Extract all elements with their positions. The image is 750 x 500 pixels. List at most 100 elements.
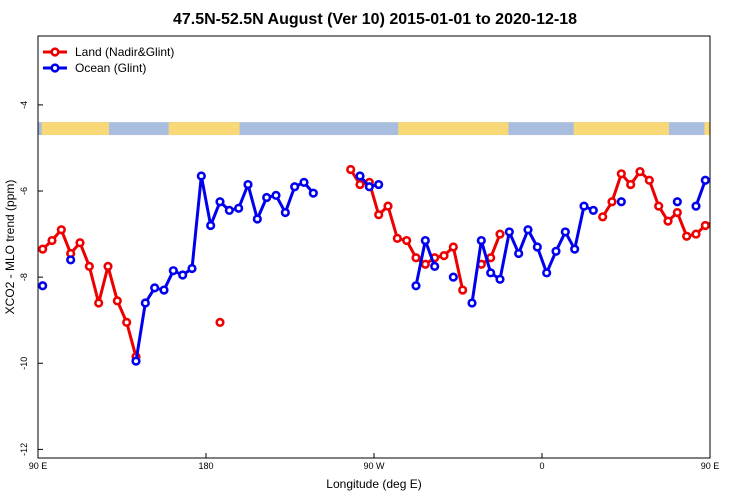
data-point <box>495 229 505 239</box>
y-axis-label: XCO2 - MLO trend (ppm) <box>3 180 17 315</box>
y-tick-label: -4 <box>19 101 29 109</box>
chart-title: 47.5N-52.5N August (Ver 10) 2015-01-01 t… <box>173 11 577 28</box>
data-point <box>700 220 710 231</box>
data-point <box>364 182 374 192</box>
legend: Land (Nadir&Glint) Ocean (Glint) <box>43 45 174 75</box>
data-point <box>570 244 580 254</box>
data-point <box>402 235 412 246</box>
y-tick-label: -12 <box>19 443 29 456</box>
data-point <box>476 235 486 246</box>
data-point <box>215 197 225 207</box>
y-tick-label: -10 <box>19 357 29 370</box>
data-point <box>430 261 440 271</box>
series-line <box>41 228 138 358</box>
data-point <box>420 235 430 246</box>
data-point <box>38 244 48 254</box>
legend-label: Land (Nadir&Glint) <box>75 45 174 59</box>
data-point <box>206 220 216 231</box>
data-point <box>150 283 160 293</box>
data-point <box>271 190 281 200</box>
data-point <box>131 356 141 366</box>
band-land-segment <box>573 122 669 136</box>
data-point <box>290 182 300 192</box>
series-layer <box>38 164 737 366</box>
data-point <box>411 281 421 291</box>
data-point <box>224 205 234 215</box>
data-point <box>66 255 76 265</box>
data-point <box>598 212 608 222</box>
data-point <box>262 192 272 203</box>
data-point <box>663 216 673 226</box>
data-point <box>616 169 626 179</box>
data-point <box>187 263 197 274</box>
x-tick-label: 90 W <box>363 461 385 471</box>
band-land-segment <box>398 122 509 136</box>
data-point <box>159 285 169 295</box>
x-tick-label: 0 <box>539 461 544 471</box>
data-point <box>355 179 365 190</box>
band-land-segment <box>704 122 710 136</box>
x-tick-label: 90 E <box>29 461 48 471</box>
data-point <box>355 171 365 181</box>
legend-swatch-marker <box>50 63 60 73</box>
data-point <box>486 268 496 278</box>
data-point <box>644 175 654 185</box>
data-point <box>514 248 524 259</box>
y-tick-label: -8 <box>19 273 29 281</box>
data-point <box>730 244 737 251</box>
x-axis-label: Longitude (deg E) <box>326 477 421 491</box>
y-tick-label: -6 <box>19 187 29 195</box>
data-point <box>411 253 421 263</box>
data-point <box>691 229 701 239</box>
data-point <box>588 205 598 215</box>
data-point <box>672 197 682 207</box>
data-point <box>504 227 514 237</box>
data-point <box>439 251 449 261</box>
data-point <box>420 259 430 269</box>
data-point <box>299 177 309 188</box>
data-point <box>252 214 262 224</box>
data-point <box>635 167 645 177</box>
data-point <box>682 231 692 241</box>
land-ocean-band <box>38 122 710 136</box>
x-tick-label: 90 E <box>701 461 720 471</box>
data-point <box>691 201 701 211</box>
data-point <box>374 179 384 190</box>
data-point <box>467 298 477 308</box>
data-point <box>280 207 290 218</box>
data-point <box>234 203 244 213</box>
data-point <box>523 225 533 235</box>
data-point <box>178 270 188 280</box>
data-point <box>721 259 728 266</box>
data-point <box>700 175 710 185</box>
data-point <box>654 201 664 211</box>
data-point <box>448 272 458 282</box>
data-point <box>103 261 113 271</box>
series-line <box>134 174 315 362</box>
data-point <box>346 164 356 175</box>
band-land-segment <box>168 122 240 136</box>
data-point <box>392 233 402 243</box>
data-point <box>626 179 636 190</box>
data-point <box>616 197 626 207</box>
data-point <box>495 274 505 284</box>
data-point <box>458 285 468 295</box>
data-point <box>532 242 542 252</box>
data-point <box>196 171 206 181</box>
data-point <box>542 268 552 278</box>
data-point <box>607 197 617 207</box>
data-point <box>448 242 458 252</box>
data-point <box>56 225 66 235</box>
data-point <box>168 266 178 276</box>
legend-label: Ocean (Glint) <box>75 61 146 75</box>
data-point <box>122 317 132 327</box>
data-point <box>243 179 253 190</box>
legend-swatch-marker <box>50 47 60 57</box>
data-point <box>75 238 85 248</box>
data-point <box>84 261 94 271</box>
data-point <box>112 296 122 306</box>
data-point <box>215 317 225 327</box>
data-point <box>383 201 393 211</box>
data-point <box>308 188 318 198</box>
